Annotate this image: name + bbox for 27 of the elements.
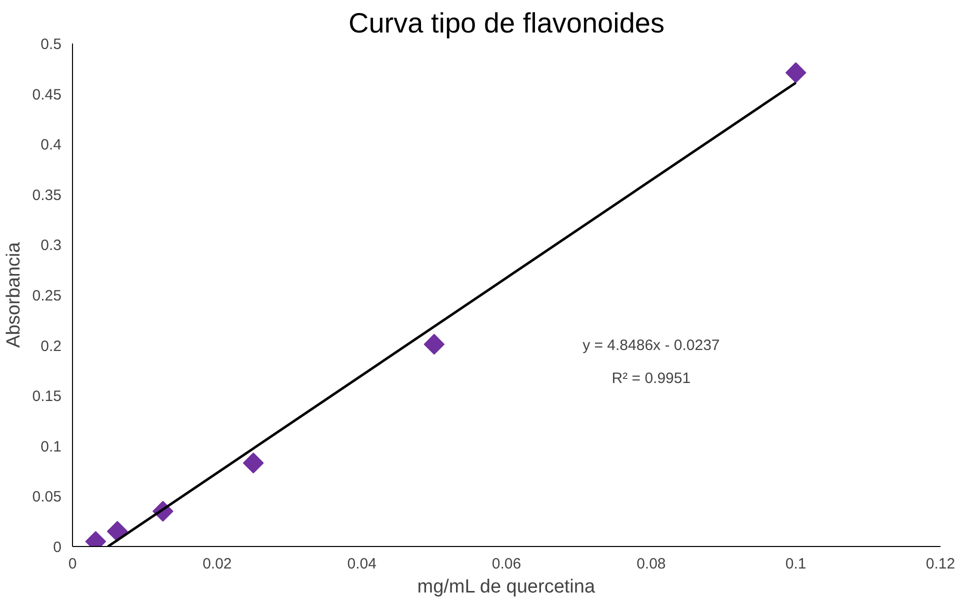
y-tick-label: 0.35 (32, 186, 62, 204)
x-axis-title: mg/mL de quercetina (417, 576, 596, 598)
x-tick-label: 0 (68, 556, 77, 572)
x-tick-label: 0.02 (202, 556, 232, 572)
point (106, 521, 128, 542)
x-tick-label: 0.1 (785, 556, 806, 572)
y-tick-label: 0.5 (40, 36, 62, 53)
chart-title: Curva tipo de flavonoides (348, 8, 664, 38)
y-tick-label: 0.45 (32, 86, 62, 104)
y-tick-label: 0.4 (40, 136, 62, 154)
y-tick-label: 0.05 (32, 488, 62, 506)
y-tick-label: 0.25 (32, 288, 62, 304)
y-tick-label: 0.1 (40, 438, 62, 456)
annotation: R² = 0.9951 (612, 370, 691, 387)
y-tick-label: 0.15 (32, 388, 62, 406)
point (424, 334, 445, 355)
x-tick-label: 0.04 (347, 556, 376, 572)
y-tick-label: 0 (53, 539, 62, 556)
annotation: y = 4.8486x - 0.0237 (582, 336, 720, 354)
point (242, 452, 264, 474)
x-tick-label: 0.06 (492, 556, 522, 572)
point (785, 62, 806, 84)
y-tick-label: 0.2 (40, 338, 62, 355)
y-tick-label: 0.3 (40, 237, 62, 254)
y-axis-title: Absorbancia (3, 242, 24, 348)
x-tick-label: 0.08 (636, 556, 666, 572)
x-tick-label: 0.12 (926, 556, 956, 572)
